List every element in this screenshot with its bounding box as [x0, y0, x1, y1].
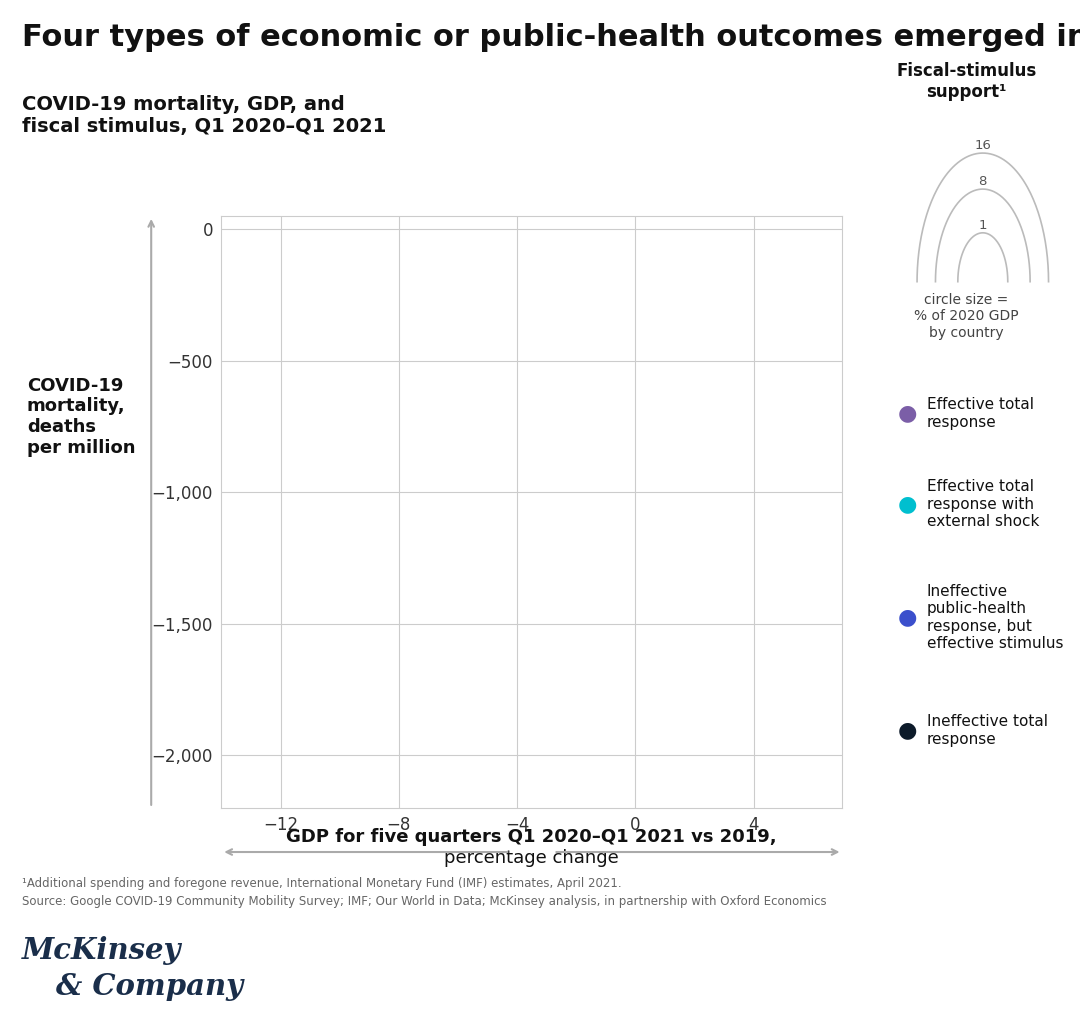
Text: ¹Additional spending and foregone revenue, International Monetary Fund (IMF) est: ¹Additional spending and foregone revenu… — [22, 877, 621, 890]
Text: Source: Google COVID-19 Community Mobility Survey; IMF; Our World in Data; McKin: Source: Google COVID-19 Community Mobili… — [22, 895, 826, 909]
Text: Fiscal-stimulus
support¹: Fiscal-stimulus support¹ — [896, 62, 1037, 101]
Text: & Company: & Company — [56, 972, 243, 1001]
Text: ●: ● — [897, 720, 917, 741]
Text: Effective total
response with
external shock: Effective total response with external s… — [927, 480, 1039, 529]
Text: ●: ● — [897, 494, 917, 514]
Text: ●: ● — [897, 607, 917, 628]
Text: GDP for five quarters Q1 2020–Q1 2021 vs 2019,: GDP for five quarters Q1 2020–Q1 2021 vs… — [286, 828, 777, 846]
Text: Ineffective
public-health
response, but
effective stimulus: Ineffective public-health response, but … — [927, 583, 1063, 651]
Text: percentage change: percentage change — [444, 849, 619, 866]
Text: ●: ● — [897, 403, 917, 424]
Text: Effective total
response: Effective total response — [927, 397, 1034, 430]
Text: COVID-19 mortality, GDP, and
fiscal stimulus, Q1 2020–Q1 2021: COVID-19 mortality, GDP, and fiscal stim… — [22, 95, 386, 136]
Text: McKinsey: McKinsey — [22, 936, 181, 965]
Text: Four types of economic or public-health outcomes emerged in 2020.: Four types of economic or public-health … — [22, 23, 1080, 51]
Text: Ineffective total
response: Ineffective total response — [927, 714, 1048, 747]
Text: 1: 1 — [978, 218, 987, 232]
Text: 16: 16 — [974, 139, 991, 152]
Text: circle size =
% of 2020 GDP
by country: circle size = % of 2020 GDP by country — [915, 293, 1018, 340]
Text: COVID-19
mortality,
deaths
per million: COVID-19 mortality, deaths per million — [27, 377, 135, 457]
Text: 8: 8 — [978, 175, 987, 188]
